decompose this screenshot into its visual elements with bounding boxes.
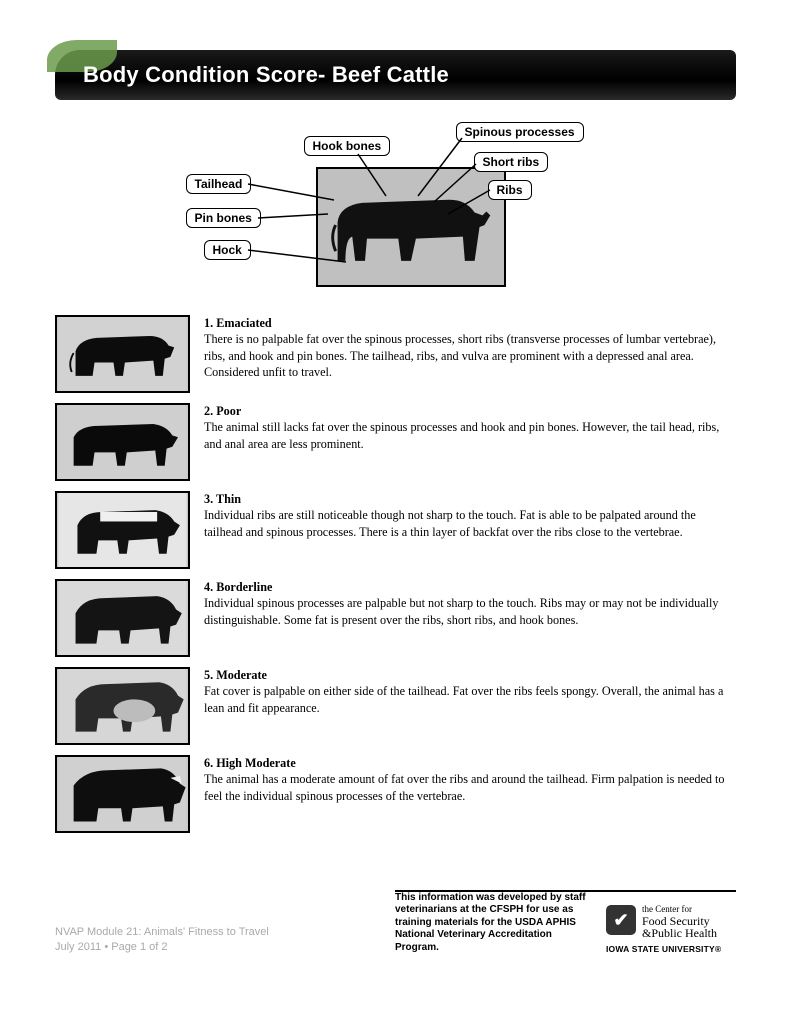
score-row: 1. Emaciated There is no palpable fat ov… bbox=[55, 315, 736, 393]
score-list: 1. Emaciated There is no palpable fat ov… bbox=[55, 315, 736, 833]
score-row: 3. Thin Individual ribs are still notice… bbox=[55, 491, 736, 569]
score-title: 3. Thin bbox=[204, 491, 736, 507]
anatomy-diagram: Tailhead Pin bones Hock Hook bones Spino… bbox=[186, 122, 606, 297]
score-title: 5. Moderate bbox=[204, 667, 736, 683]
score-text: 4. Borderline Individual spinous process… bbox=[204, 579, 736, 628]
score-text: 2. Poor The animal still lacks fat over … bbox=[204, 403, 736, 452]
score-title: 2. Poor bbox=[204, 403, 736, 419]
footer-left: NVAP Module 21: Animals' Fitness to Trav… bbox=[55, 925, 269, 954]
score-title: 1. Emaciated bbox=[204, 315, 736, 331]
score-desc: The animal still lacks fat over the spin… bbox=[204, 420, 719, 450]
score-image bbox=[55, 667, 190, 745]
score-title: 6. High Moderate bbox=[204, 755, 736, 771]
score-desc: Individual spinous processes are palpabl… bbox=[204, 596, 719, 626]
score-desc: Individual ribs are still noticeable tho… bbox=[204, 508, 696, 538]
score-row: 6. High Moderate The animal has a modera… bbox=[55, 755, 736, 833]
logo-mark-icon: ✔ bbox=[606, 905, 636, 935]
score-image bbox=[55, 403, 190, 481]
score-row: 2. Poor The animal still lacks fat over … bbox=[55, 403, 736, 481]
score-desc: There is no palpable fat over the spinou… bbox=[204, 332, 716, 379]
score-text: 3. Thin Individual ribs are still notice… bbox=[204, 491, 736, 540]
score-image bbox=[55, 491, 190, 569]
logo-line3: &Public Health bbox=[642, 927, 717, 940]
score-row: 4. Borderline Individual spinous process… bbox=[55, 579, 736, 657]
footer-logo: ✔ the Center for Food Security &Public H… bbox=[606, 905, 736, 954]
footer-module: NVAP Module 21: Animals' Fitness to Trav… bbox=[55, 925, 269, 939]
score-image bbox=[55, 315, 190, 393]
score-row: 5. Moderate Fat cover is palpable on eit… bbox=[55, 667, 736, 745]
score-title: 4. Borderline bbox=[204, 579, 736, 595]
score-image bbox=[55, 579, 190, 657]
score-text: 5. Moderate Fat cover is palpable on eit… bbox=[204, 667, 736, 716]
score-desc: Fat cover is palpable on either side of … bbox=[204, 684, 723, 714]
score-image bbox=[55, 755, 190, 833]
logo-isu: Iowa State University® bbox=[606, 944, 736, 954]
footer-page: July 2011 • Page 1 of 2 bbox=[55, 940, 269, 954]
score-text: 6. High Moderate The animal has a modera… bbox=[204, 755, 736, 804]
score-text: 1. Emaciated There is no palpable fat ov… bbox=[204, 315, 736, 381]
page-title: Body Condition Score- Beef Cattle bbox=[83, 62, 449, 88]
page: Body Condition Score- Beef Cattle Tailhe… bbox=[55, 50, 736, 984]
header-bar: Body Condition Score- Beef Cattle bbox=[55, 50, 736, 100]
score-desc: The animal has a moderate amount of fat … bbox=[204, 772, 725, 802]
leader-lines bbox=[186, 122, 606, 297]
footer-note: This information was developed by staff … bbox=[395, 892, 590, 955]
